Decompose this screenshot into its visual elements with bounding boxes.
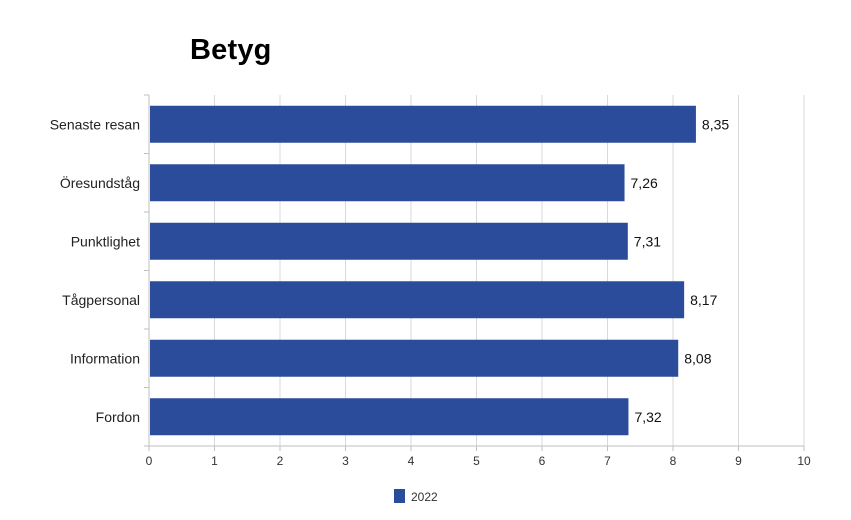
bars — [150, 105, 696, 436]
x-tick-label: 5 — [473, 454, 480, 468]
legend-label: 2022 — [411, 490, 438, 504]
labels: 0 1 2 3 4 5 6 7 8 9 10 Senaste resan 8,35 Öresundståg… — [50, 116, 811, 468]
x-tick-label: 6 — [539, 454, 546, 468]
grid-lines — [214, 95, 805, 446]
bar — [150, 222, 628, 260]
x-tick-label: 10 — [797, 454, 811, 468]
x-tick-label: 1 — [211, 454, 218, 468]
category-label: Tågpersonal — [62, 292, 140, 308]
data-label: 7,32 — [634, 409, 661, 425]
data-label: 8,08 — [684, 350, 711, 366]
category-label: Senaste resan — [50, 116, 140, 132]
x-tick-label: 8 — [670, 454, 677, 468]
chart-title: Betyg — [190, 34, 272, 66]
x-tick-label: 4 — [408, 454, 415, 468]
bar — [150, 281, 685, 319]
bar — [150, 105, 696, 143]
x-tick-label: 0 — [146, 454, 153, 468]
axes — [144, 94, 805, 451]
legend-swatch — [394, 489, 405, 503]
bar — [150, 339, 679, 377]
category-label: Fordon — [96, 409, 140, 425]
x-tick-label: 2 — [277, 454, 284, 468]
x-tick-label: 3 — [342, 454, 349, 468]
x-tick-label: 7 — [604, 454, 611, 468]
bar — [150, 398, 629, 436]
category-label: Information — [70, 350, 140, 366]
category-label: Punktlighet — [71, 233, 140, 249]
data-label: 7,26 — [631, 175, 658, 191]
category-label: Öresundståg — [60, 174, 140, 191]
bar — [150, 164, 625, 202]
data-label: 7,31 — [634, 233, 661, 249]
legend: 2022 — [394, 489, 438, 504]
data-label: 8,17 — [690, 292, 717, 308]
data-label: 8,35 — [702, 116, 729, 132]
x-tick-label: 9 — [735, 454, 742, 468]
